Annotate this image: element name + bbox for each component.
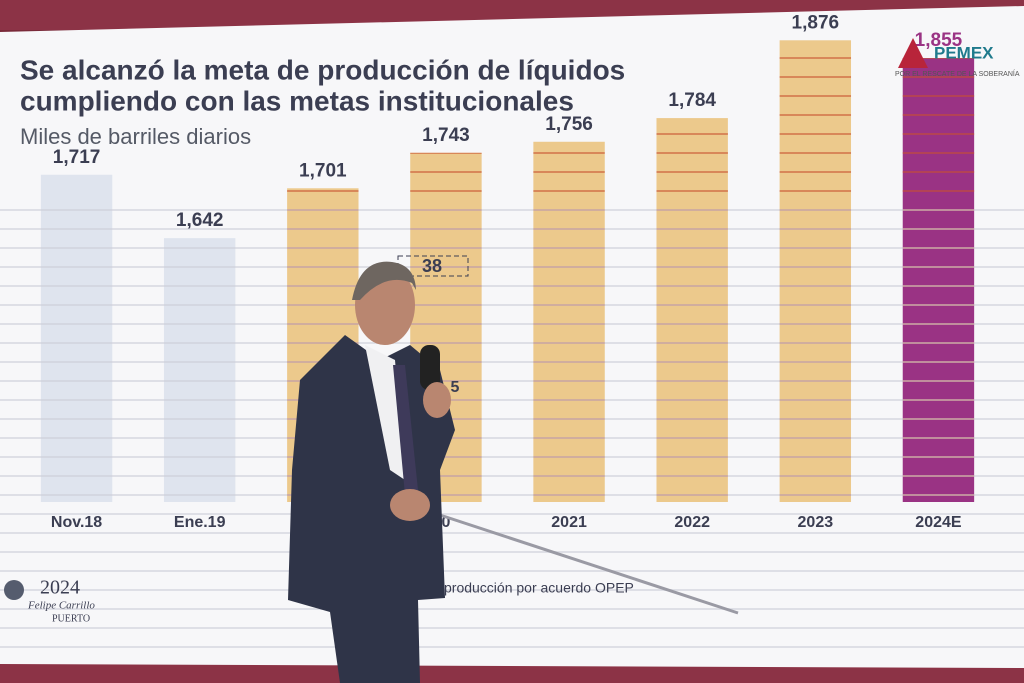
chart-title: cumpliendo con las metas institucionales bbox=[20, 85, 574, 116]
emblem-name: Felipe Carrillo bbox=[27, 600, 95, 612]
value-label: 1,855 bbox=[915, 30, 963, 51]
logo-brand: PEMEX bbox=[934, 43, 994, 62]
value-label: 1,784 bbox=[668, 90, 716, 111]
value-label: 1,717 bbox=[53, 147, 101, 168]
annotation: 38 bbox=[422, 256, 442, 276]
value-label: 1,701 bbox=[299, 160, 347, 181]
hand bbox=[390, 489, 430, 521]
speaker bbox=[288, 261, 739, 683]
emblem-portrait bbox=[4, 580, 24, 600]
hand bbox=[423, 382, 451, 418]
chart-subtitle: Miles de barriles diarios bbox=[20, 124, 251, 149]
microphone bbox=[420, 345, 440, 390]
emblem-year: 2024 bbox=[40, 577, 80, 599]
pointer bbox=[439, 513, 739, 615]
logo-icon bbox=[898, 38, 928, 68]
chart-title: Se alcanzó la meta de producción de líqu… bbox=[20, 54, 625, 85]
scanlines bbox=[0, 205, 1024, 660]
value-label: 1,743 bbox=[422, 125, 470, 146]
hair bbox=[352, 261, 416, 300]
emblem-place: PUERTO bbox=[52, 613, 90, 624]
tie bbox=[393, 365, 418, 495]
value-label: 1,876 bbox=[792, 12, 840, 33]
value-label: 1,756 bbox=[545, 114, 593, 135]
annotation: 5 bbox=[451, 379, 460, 396]
suit bbox=[288, 335, 455, 683]
logo-tagline: POR EL RESCATE DE LA SOBERANÍA bbox=[895, 69, 1020, 78]
footnote: producción por acuerdo OPEP bbox=[444, 580, 634, 596]
